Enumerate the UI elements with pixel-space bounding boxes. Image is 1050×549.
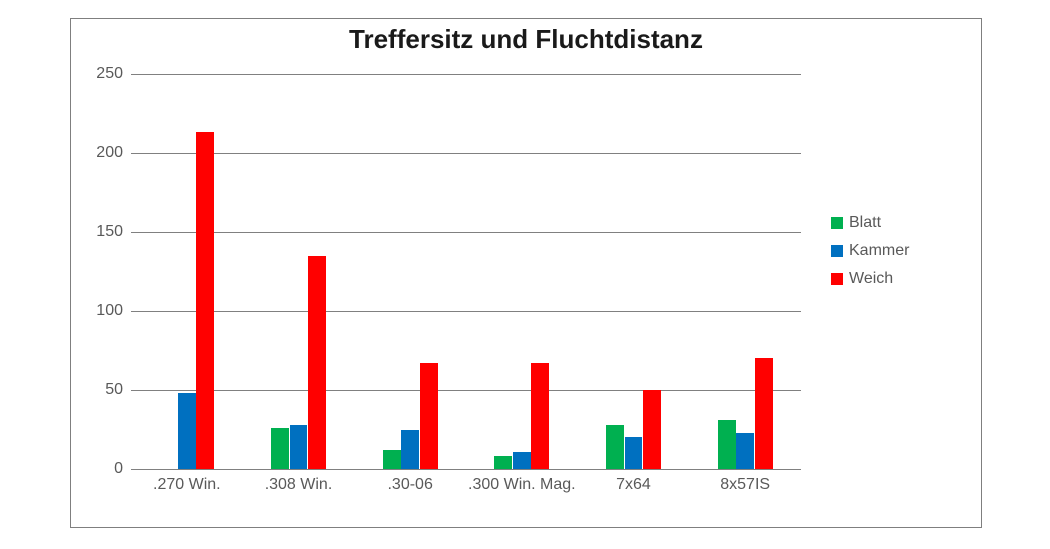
gridline <box>131 311 801 312</box>
bar <box>308 256 326 469</box>
chart-title: Treffersitz und Fluchtdistanz <box>71 24 981 55</box>
gridline <box>131 232 801 233</box>
bar <box>625 437 643 469</box>
bar <box>196 132 214 469</box>
x-tick-label: .300 Win. Mag. <box>466 475 578 494</box>
bar <box>420 363 438 469</box>
bar <box>736 433 754 469</box>
legend-swatch <box>831 217 843 229</box>
x-tick-label: .30-06 <box>354 475 466 494</box>
legend-item: Kammer <box>831 242 909 260</box>
bar <box>513 452 531 469</box>
bar <box>290 425 308 469</box>
chart-container: Treffersitz und Fluchtdistanz 0501001502… <box>70 18 982 528</box>
legend-label: Blatt <box>849 214 881 232</box>
legend-swatch <box>831 273 843 285</box>
bar <box>401 430 419 470</box>
legend-swatch <box>831 245 843 257</box>
bar <box>383 450 401 469</box>
x-tick-label: .308 Win. <box>243 475 355 494</box>
legend-label: Kammer <box>849 242 909 260</box>
bar <box>531 363 549 469</box>
bar <box>606 425 624 469</box>
y-tick-label: 50 <box>105 381 123 399</box>
y-tick-label: 100 <box>96 302 123 320</box>
plot-area: 050100150200250.270 Win..308 Win..30-06.… <box>131 74 801 470</box>
legend-item: Weich <box>831 270 909 288</box>
legend: Blatt Kammer Weich <box>831 204 909 298</box>
y-tick-label: 150 <box>96 223 123 241</box>
gridline <box>131 153 801 154</box>
gridline <box>131 390 801 391</box>
bar <box>718 420 736 469</box>
bar <box>643 390 661 469</box>
y-tick-label: 250 <box>96 65 123 83</box>
gridline <box>131 74 801 75</box>
legend-label: Weich <box>849 270 893 288</box>
gridline <box>131 469 801 470</box>
bar <box>494 456 512 469</box>
x-tick-label: .270 Win. <box>131 475 243 494</box>
x-tick-label: 7x64 <box>578 475 690 494</box>
y-tick-label: 0 <box>114 460 123 478</box>
y-tick-label: 200 <box>96 144 123 162</box>
bar <box>755 358 773 469</box>
legend-item: Blatt <box>831 214 909 232</box>
x-tick-label: 8x57IS <box>689 475 801 494</box>
bar <box>178 393 196 469</box>
bar <box>271 428 289 469</box>
